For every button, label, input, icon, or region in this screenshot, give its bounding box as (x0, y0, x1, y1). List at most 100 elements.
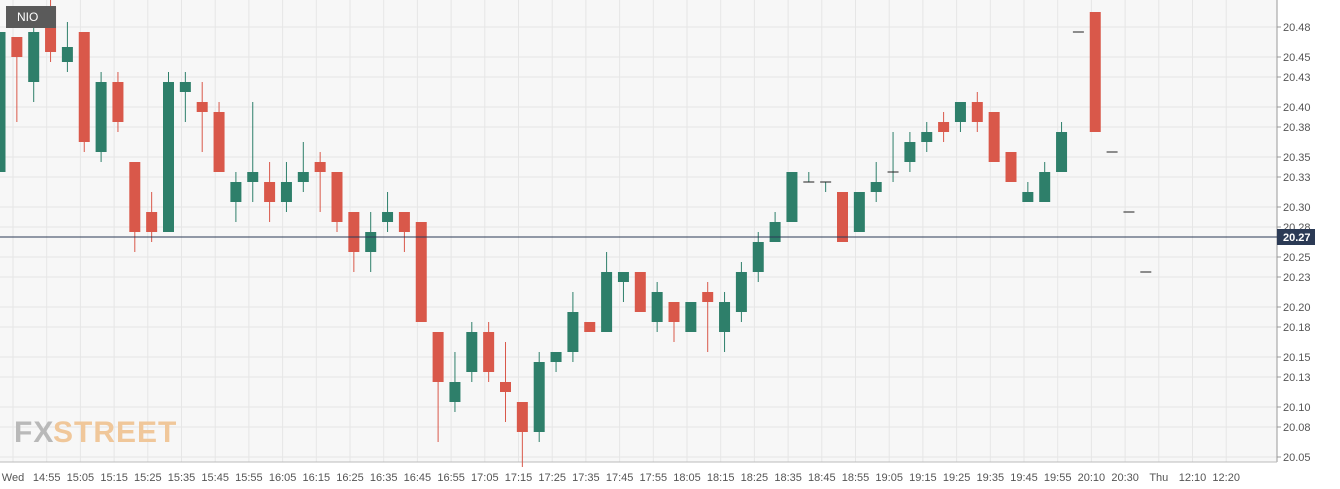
candle-body (735, 272, 747, 312)
x-tick-label: 16:15 (303, 472, 331, 484)
candle (550, 352, 562, 372)
x-tick-label: 17:05 (471, 472, 499, 484)
candle-body (719, 302, 731, 332)
x-tick-label: 15:55 (235, 472, 263, 484)
candle-body (988, 112, 1000, 162)
candle (331, 172, 343, 232)
candle (1039, 162, 1051, 202)
candle-body (483, 332, 495, 372)
x-tick-label: 18:25 (741, 472, 769, 484)
x-tick-label: 19:35 (977, 472, 1005, 484)
y-tick-label: 20.30 (1283, 202, 1311, 214)
x-tick-label: 15:05 (67, 472, 95, 484)
candle (500, 342, 511, 422)
x-tick-label: 12:20 (1212, 472, 1240, 484)
candle-body (837, 192, 848, 242)
x-tick-label: 18:05 (673, 472, 701, 484)
candle (348, 212, 360, 272)
x-tick-label: Thu (1149, 472, 1168, 484)
y-tick-label: 20.18 (1283, 322, 1311, 334)
y-tick-label: 20.10 (1283, 402, 1311, 414)
candle-body (61, 47, 73, 62)
candle-body (550, 352, 562, 362)
current-price-label: 20.27 (1283, 232, 1311, 244)
candle-body (314, 162, 326, 172)
candle-body (870, 182, 882, 192)
candle-body (1039, 172, 1051, 202)
candle (820, 181, 832, 192)
candle-body (0, 32, 6, 172)
current-price-badge: 20.27 (1277, 229, 1315, 245)
x-tick-label: 19:55 (1044, 472, 1072, 484)
candle-body (348, 212, 360, 252)
y-tick-label: 20.33 (1283, 172, 1311, 184)
x-tick-label: 16:25 (336, 472, 364, 484)
candle (668, 302, 680, 342)
candle-body (668, 302, 680, 322)
candle (735, 262, 747, 322)
x-tick-label: 16:05 (269, 472, 297, 484)
x-tick-label: Wed (2, 472, 24, 484)
candle (146, 192, 158, 242)
candle (112, 72, 124, 132)
x-tick-label: 17:55 (640, 472, 668, 484)
watermark-street: STREET (53, 416, 177, 449)
candle (719, 292, 731, 352)
candle-body (1022, 192, 1034, 202)
candle (0, 32, 6, 172)
candle-body (28, 32, 40, 82)
fxstreet-watermark: FX STREET (14, 416, 177, 449)
y-tick-label: 20.13 (1283, 372, 1311, 384)
candle-body (297, 172, 309, 182)
candle (887, 132, 899, 182)
x-axis-ticks: Wed 14:55 15:05 15:15 15:25 15:35 15:45 15:55 16… (0, 461, 1277, 484)
y-tick-label: 20.05 (1283, 452, 1311, 464)
y-tick-label: 20.35 (1283, 152, 1311, 164)
candle-body (78, 32, 90, 142)
candle-body (112, 82, 124, 122)
symbol-badge[interactable]: NIO (6, 6, 56, 28)
candle (314, 152, 326, 212)
y-tick-label: 20.48 (1283, 22, 1311, 34)
candle (432, 332, 444, 442)
candle (247, 102, 259, 202)
x-tick-label: 16:35 (370, 472, 398, 484)
y-axis-ticks: 20.48 20.45 20.43 20.40 20.38 20.35 20.33 20.30… (1276, 0, 1311, 464)
candle-body (432, 332, 444, 382)
candle-body (1089, 12, 1101, 132)
y-tick-label: 20.23 (1283, 272, 1311, 284)
candle (61, 22, 73, 72)
y-tick-label: 20.20 (1283, 302, 1311, 314)
candle (988, 112, 1000, 162)
candle-body (280, 182, 292, 202)
candle-body (264, 182, 276, 202)
current-price-badge-bg (1277, 229, 1315, 245)
candle-body (702, 292, 714, 302)
candle-body (938, 122, 950, 132)
candle-body (247, 172, 259, 182)
candle-body (971, 102, 983, 122)
symbol-label: NIO (17, 10, 38, 24)
candle-body (617, 272, 629, 282)
x-tick-label: 17:25 (538, 472, 566, 484)
candle (449, 352, 461, 412)
candle (280, 162, 292, 212)
candle (584, 322, 596, 332)
x-tick-label: 17:15 (505, 472, 533, 484)
y-tick-label: 20.40 (1283, 102, 1311, 114)
candle-body (129, 162, 141, 232)
candle (213, 102, 225, 172)
y-tick-label: 20.45 (1283, 52, 1311, 64)
candle-body (516, 402, 528, 432)
candle-body (584, 322, 596, 332)
x-tick-label: 17:35 (572, 472, 600, 484)
x-tick-label: 20:10 (1078, 472, 1106, 484)
x-tick-label: 12:10 (1179, 472, 1207, 484)
candle-body (1056, 132, 1068, 172)
x-tick-label: 18:55 (842, 472, 870, 484)
candle-body (95, 82, 107, 152)
x-tick-label: 20:30 (1111, 472, 1139, 484)
candle-body (786, 172, 798, 222)
